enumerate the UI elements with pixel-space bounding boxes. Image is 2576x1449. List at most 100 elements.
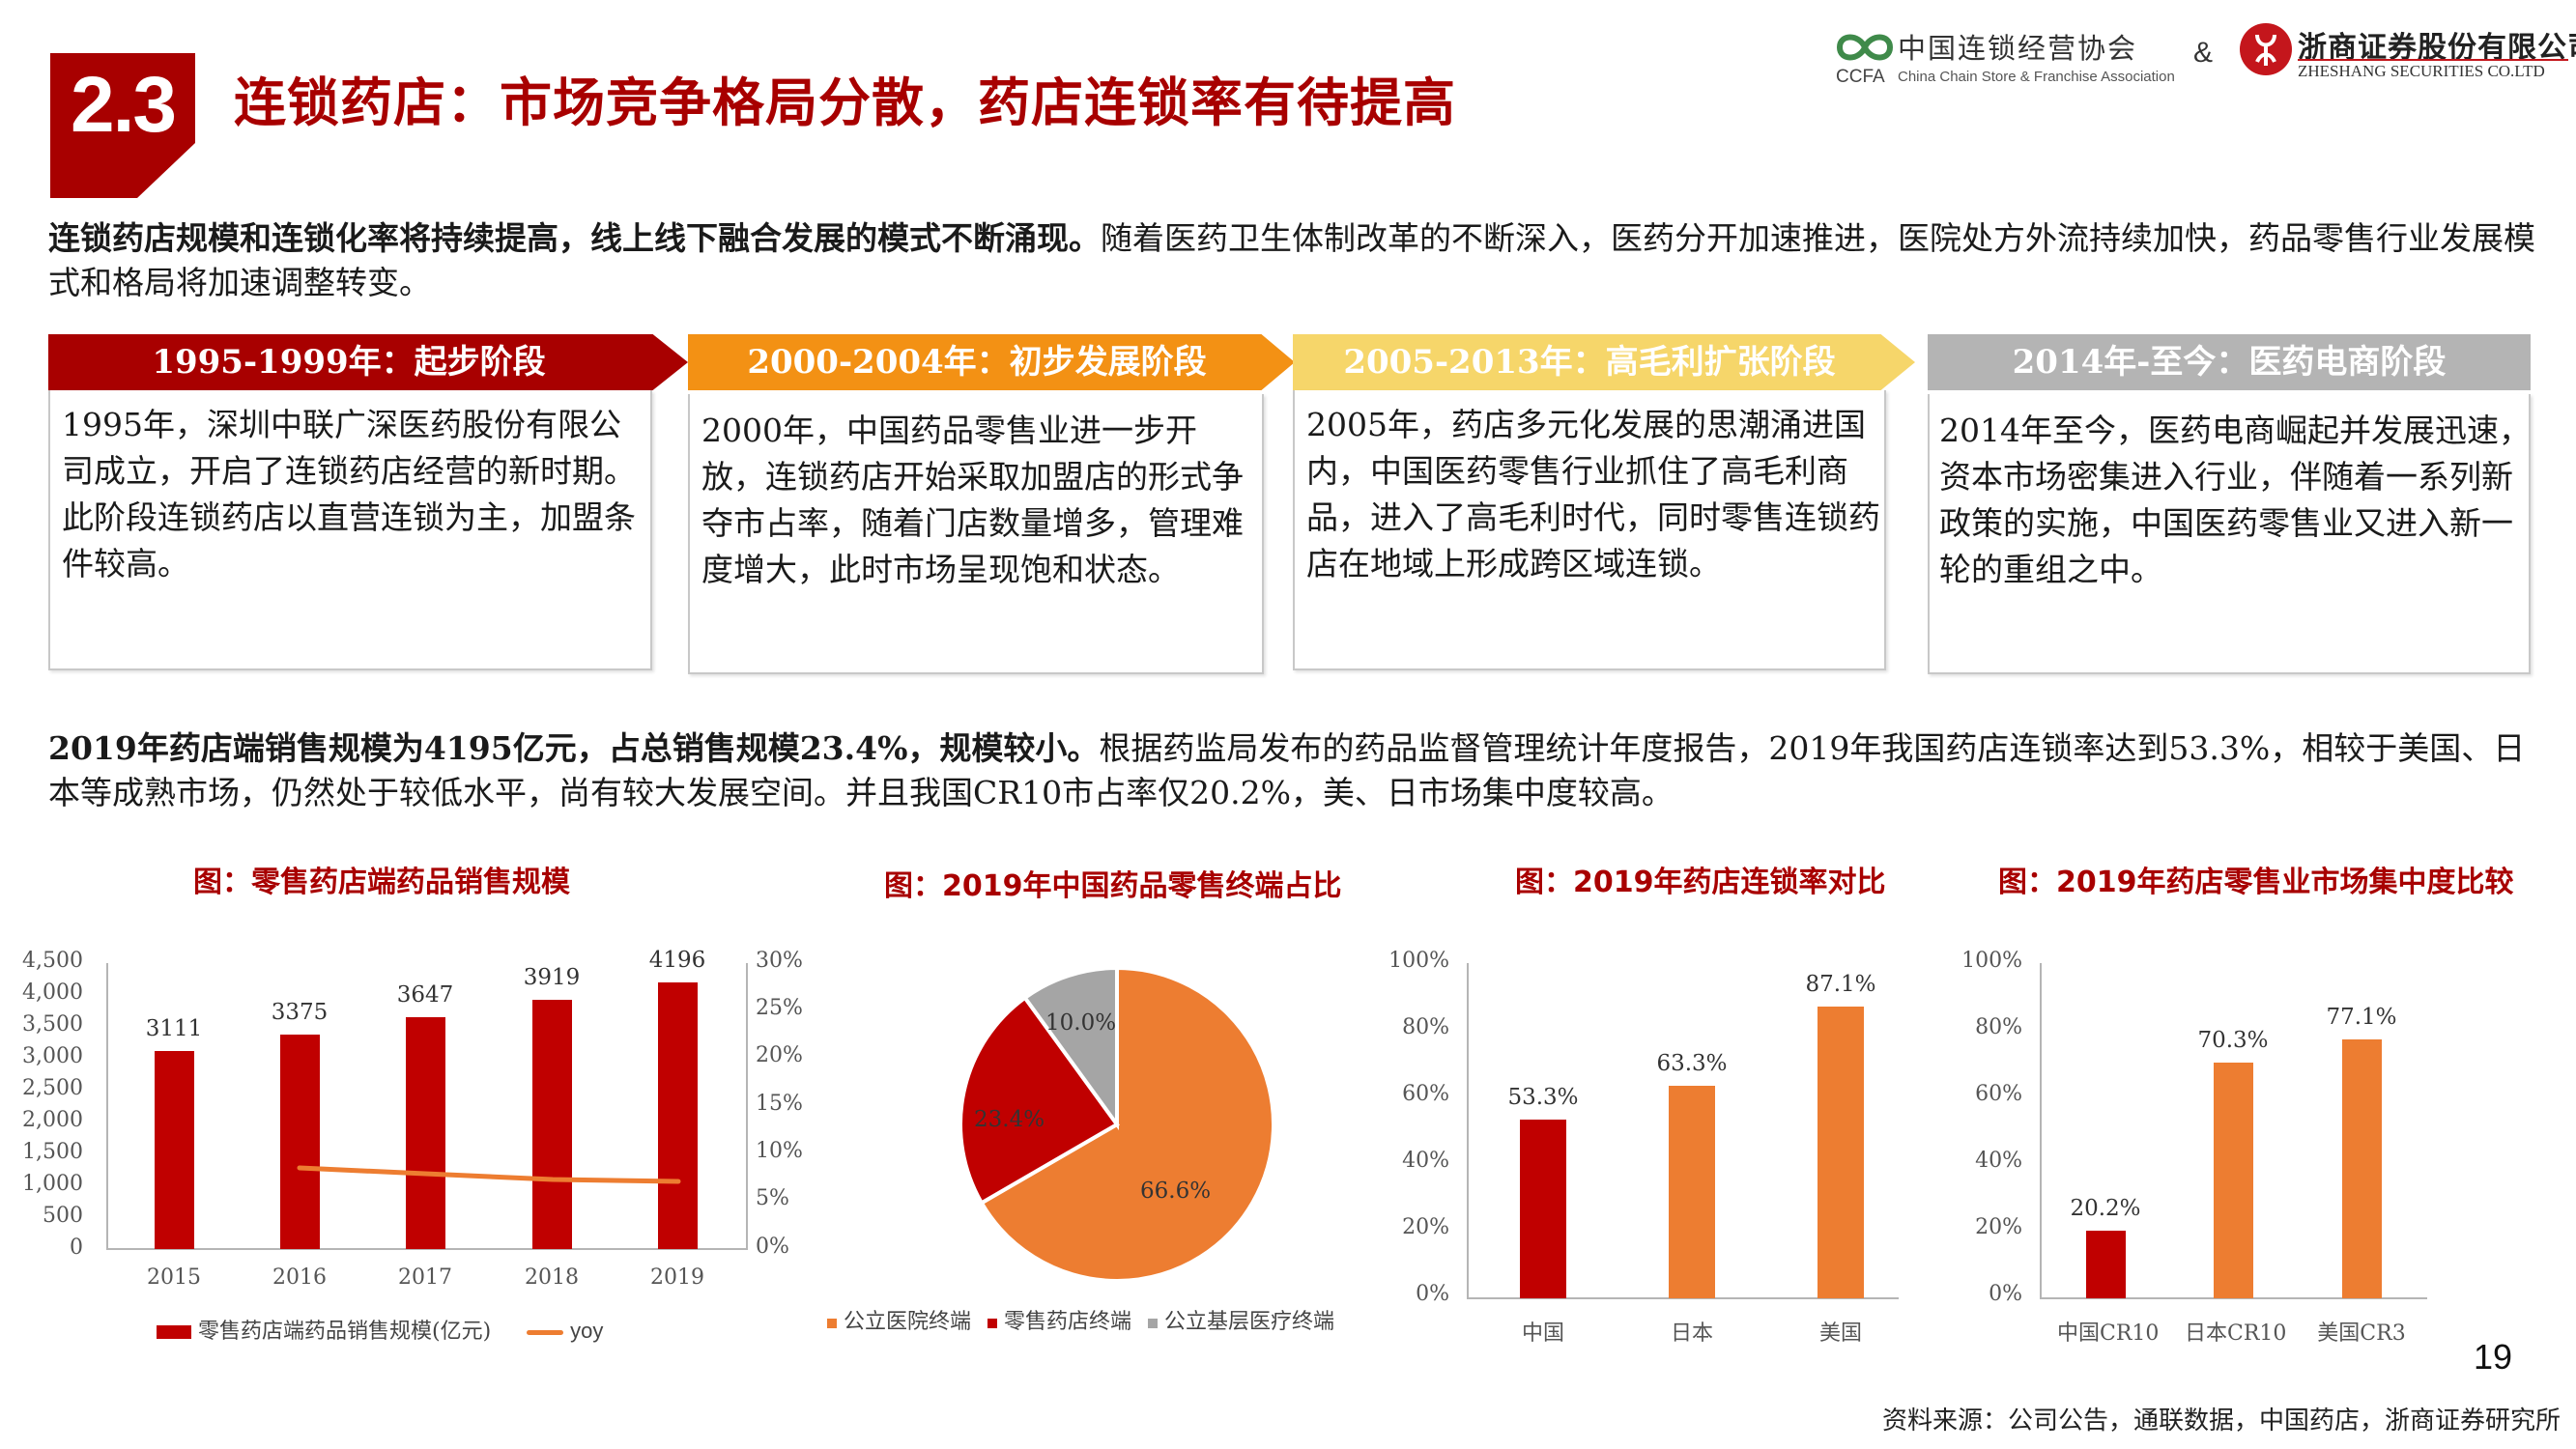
pie-slice-retail-pharmacy xyxy=(959,995,1120,1207)
page-number: 19 xyxy=(2474,1337,2513,1377)
stage-box-1 xyxy=(48,390,652,670)
y-tick: 80% xyxy=(1975,1015,2022,1039)
summary-lead: 2019年药店端销售规模为4195亿元，占总销售规模23.4%，规模较小。 xyxy=(48,729,1100,767)
stage-body-1: 1995年，深圳中联广深医药股份有限公司成立，开启了连锁药店经营的新时期。此阶段… xyxy=(62,406,636,582)
pie-slice-public-hospital xyxy=(979,965,1276,1283)
section-number: 2.3 xyxy=(71,61,177,149)
y-tick: 80% xyxy=(1402,1015,1449,1039)
bar-2018 xyxy=(532,1000,572,1249)
bar-usa xyxy=(1818,1007,1864,1298)
ccfa-name-cn: 中国连锁经营协会 xyxy=(1898,32,2138,65)
bar-value-label: 87.1% xyxy=(1805,972,1876,997)
y-tick: 0% xyxy=(1416,1282,1449,1306)
bar-value-label: 3375 xyxy=(271,1000,329,1025)
summary-paragraph: 2019年药店端销售规模为4195亿元，占总销售规模23.4%，规模较小。根据药… xyxy=(48,726,2541,815)
x-tick: 日本 xyxy=(1670,1321,1713,1346)
y-tick: 40% xyxy=(1402,1149,1449,1173)
zheshang-logo: 浙商证券股份有限公司 ZHESHANG SECURITIES CO.LTD xyxy=(2240,23,2576,81)
y2-tick: 10% xyxy=(756,1139,803,1163)
zheshang-name-en: ZHESHANG SECURITIES CO.LTD xyxy=(2298,62,2545,80)
yoy-line xyxy=(297,1165,681,1184)
pie-legend: 公立医院终端 零售药店终端 公立基层医疗终端 xyxy=(827,1304,1334,1335)
chart-market-concentration: 图：2019年药店零售业市场集中度比较 100% 80% 60% 40% 20%… xyxy=(1961,850,2576,1352)
ccfa-logo-icon xyxy=(1836,34,1894,61)
x-tick: 中国 xyxy=(1521,1321,1564,1346)
y-tick: 4,000 xyxy=(22,980,83,1005)
y-axis xyxy=(1467,963,1469,1298)
y-tick: 60% xyxy=(1975,1082,2022,1106)
y2-tick: 5% xyxy=(756,1186,789,1210)
y-tick: 40% xyxy=(1975,1149,2022,1173)
x-axis xyxy=(106,1248,748,1250)
ccfa-abbr: CCFA xyxy=(1836,67,1885,87)
bar-value-label: 3647 xyxy=(396,982,454,1008)
bar-value-label: 3111 xyxy=(145,1016,203,1041)
page-title: 连锁药店：市场竞争格局分散，药店连锁率有待提高 xyxy=(234,72,1456,133)
stage-body-2: 2000年，中国药品零售业进一步开放，连锁药店开始采取加盟店的形式争夺市占率，随… xyxy=(701,412,1244,588)
x-tick: 美国 xyxy=(1818,1321,1862,1346)
stage-header-4: 2014年-至今：医药电商阶段 xyxy=(1928,334,2531,390)
bar-value-label: 53.3% xyxy=(1507,1085,1579,1110)
y-tick: 3,000 xyxy=(22,1044,83,1068)
stage-card-2: 2000-2004年：初步发展阶段 2000年，中国药品零售业进一步开放，连锁药… xyxy=(688,334,1295,674)
summary-text: 根据药监局发布的药品监督管理统计年度报告，2019年我国药店连锁率达到53.3%… xyxy=(48,729,2526,811)
chart-title: 图：2019年中国药品零售终端占比 xyxy=(884,869,1342,903)
stage-header-1: 1995-1999年：起步阶段 xyxy=(48,334,688,390)
x-tick: 2019 xyxy=(650,1265,704,1290)
ccfa-logo: 中国连锁经营协会 CCFA China Chain Store & Franch… xyxy=(1836,24,2184,87)
x-tick: 2016 xyxy=(272,1265,327,1290)
y-tick: 0 xyxy=(70,1236,83,1260)
stage-card-1: 1995-1999年：起步阶段 1995年，深圳中联广深医药股份有限公司成立，开… xyxy=(48,334,688,672)
chart-terminal-share: 图：2019年中国药品零售终端占比 66.6% 23.4% 10.0% 公立医院… xyxy=(812,850,1411,1352)
source-note: 资料来源：公司公告，通联数据，中国药店，浙商证券研究所 xyxy=(1881,1406,2561,1435)
bar-2016 xyxy=(280,1035,320,1249)
y-tick: 100% xyxy=(1961,949,2022,973)
y-tick: 2,500 xyxy=(22,1076,83,1100)
chart-chain-rate: 图：2019年药店连锁率对比 100% 80% 60% 40% 20% 0% 5… xyxy=(1382,850,1923,1352)
y-tick: 20% xyxy=(1975,1215,2022,1239)
x-tick: 2017 xyxy=(398,1265,452,1290)
bar-2015 xyxy=(155,1051,194,1249)
bar-value-label: 63.3% xyxy=(1656,1051,1728,1076)
pie-label: 10.0% xyxy=(1045,1010,1117,1036)
x-tick: 2018 xyxy=(525,1265,579,1290)
zheshang-logo-icon xyxy=(2240,23,2292,75)
x-tick: 中国CR10 xyxy=(2057,1321,2160,1346)
y2-tick: 15% xyxy=(756,1092,803,1116)
bar-value-label: 20.2% xyxy=(2070,1196,2141,1221)
intro-lead: 连锁药店规模和连锁化率将持续提高，线上线下融合发展的模式不断涌现。 xyxy=(48,219,1101,257)
y-tick: 4,500 xyxy=(22,949,83,973)
y-axis xyxy=(2040,963,2042,1298)
stage-card-3: 2005-2013年：高毛利扩张阶段 2005年，药店多元化发展的思潮涌进国内，… xyxy=(1293,334,1915,672)
y-tick: 1,500 xyxy=(22,1140,83,1164)
bar-value-label: 4196 xyxy=(648,948,706,973)
bar-china xyxy=(1520,1120,1566,1298)
bar-value-label: 77.1% xyxy=(2326,1005,2397,1030)
pie-label: 66.6% xyxy=(1140,1179,1212,1204)
stage-card-4: 2014年-至今：医药电商阶段 2014年至今，医药电商崛起并发展迅速，资本市场… xyxy=(1928,334,2531,674)
y2-tick: 20% xyxy=(756,1043,803,1067)
intro-paragraph: 连锁药店规模和连锁化率将持续提高，线上线下融合发展的模式不断涌现。随着医药卫生体… xyxy=(48,216,2541,305)
bar-2017 xyxy=(406,1017,445,1249)
x-tick: 日本CR10 xyxy=(2185,1321,2287,1346)
x-tick: 美国CR3 xyxy=(2317,1321,2406,1346)
x-axis xyxy=(2040,1297,2427,1299)
y-tick: 20% xyxy=(1402,1215,1449,1239)
pie-chart xyxy=(959,965,1276,1283)
logo-ampersand: & xyxy=(2193,37,2214,69)
ccfa-name-en: China Chain Store & Franchise Associatio… xyxy=(1898,69,2175,85)
y-tick: 3,500 xyxy=(22,1012,83,1037)
pie-slice-primary-care xyxy=(1022,965,1119,1131)
stage-header-3: 2005-2013年：高毛利扩张阶段 xyxy=(1293,334,1915,390)
stage-body-3: 2005年，药店多元化发展的思潮涌进国内，中国医药零售行业抓住了高毛利商品，进入… xyxy=(1306,406,1880,582)
chart-legend: 零售药店端药品销售规模(亿元) yoy xyxy=(157,1314,603,1345)
y-axis-left xyxy=(106,963,108,1249)
y-tick: 60% xyxy=(1402,1082,1449,1106)
bar-japan-cr10 xyxy=(2214,1063,2253,1298)
y2-tick: 0% xyxy=(756,1235,789,1259)
stage-body-4: 2014年至今，医药电商崛起并发展迅速，资本市场密集进入行业，伴随着一系列新政策… xyxy=(1939,412,2531,588)
bar-usa-cr3 xyxy=(2342,1039,2382,1298)
bar-2019 xyxy=(658,982,698,1249)
y-tick: 500 xyxy=(43,1204,83,1228)
chart-title: 图：2019年药店零售业市场集中度比较 xyxy=(1998,866,2514,899)
